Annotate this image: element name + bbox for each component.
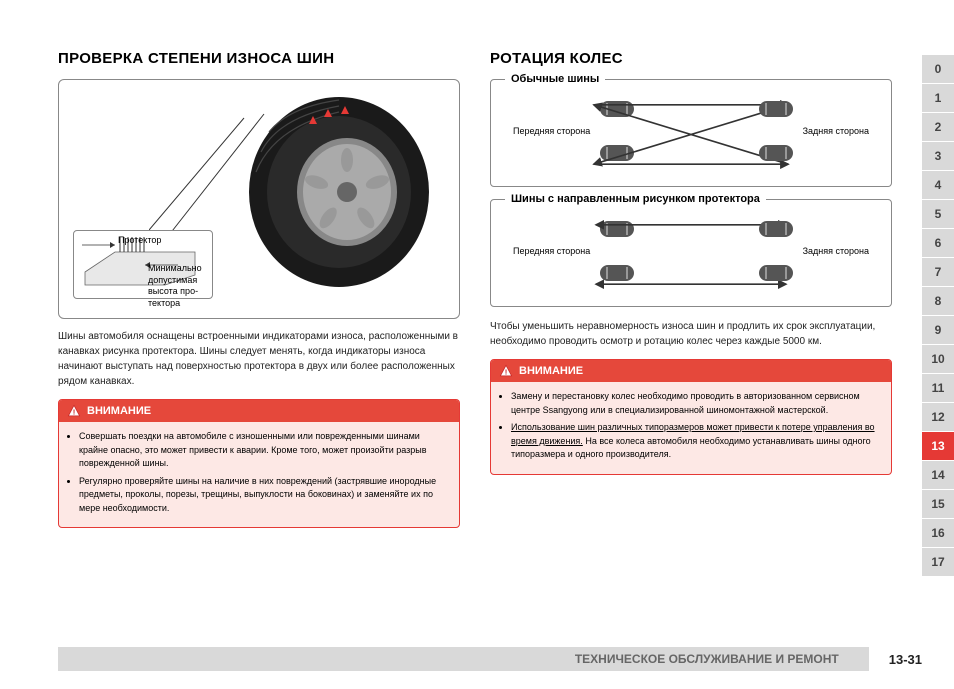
- chapter-tab-8[interactable]: 8: [922, 287, 954, 315]
- wheel-icon: [759, 265, 793, 281]
- front-label: Передняя сторона: [513, 246, 590, 257]
- chapter-tab-13[interactable]: 13: [922, 432, 954, 460]
- warning-header: ! ВНИМАНИЕ: [491, 360, 891, 382]
- chapter-tab-3[interactable]: 3: [922, 142, 954, 170]
- warning-triangle-icon: !: [67, 404, 81, 418]
- chapter-tab-0[interactable]: 0: [922, 55, 954, 83]
- warning-item: Совершать поездки на автомобиле с изноше…: [79, 430, 449, 471]
- right-column: РОТАЦИЯ КОЛЕС Обычные шины Передняя стор…: [490, 50, 892, 669]
- rear-label: Задняя сторона: [803, 126, 869, 137]
- callout-lines: [149, 110, 289, 240]
- warning-list: Совершать поездки на автомобиле с изноше…: [59, 422, 459, 527]
- chapter-tab-17[interactable]: 17: [922, 548, 954, 576]
- wheel-icon: [759, 101, 793, 117]
- chapter-tab-10[interactable]: 10: [922, 345, 954, 373]
- tread-label: Протектор: [118, 235, 161, 245]
- chapter-tab-9[interactable]: 9: [922, 316, 954, 344]
- svg-text:!: !: [505, 368, 508, 377]
- rotation-legend: Обычные шины: [505, 73, 605, 85]
- tread-callout: Протектор Минимально допустимая высота п…: [73, 230, 213, 299]
- chapter-tab-6[interactable]: 6: [922, 229, 954, 257]
- footer-title: ТЕХНИЧЕСКОЕ ОБСЛУЖИВАНИЕ И РЕМОНТ: [58, 647, 869, 671]
- wheel-icon: [759, 221, 793, 237]
- right-body-text: Чтобы уменьшить неравномерность износа ш…: [490, 319, 892, 349]
- chapter-tab-5[interactable]: 5: [922, 200, 954, 228]
- rotation-legend: Шины с направленным рисунком протектора: [505, 193, 766, 205]
- right-heading: РОТАЦИЯ КОЛЕС: [490, 50, 892, 67]
- warning-list: Замену и перестановку колес необходимо п…: [491, 382, 891, 474]
- left-body-text: Шины автомобиля оснащены встроенными инд…: [58, 329, 460, 389]
- warning-item: Регулярно проверяйте шины на наличие в н…: [79, 475, 449, 516]
- rear-label: Задняя сторона: [803, 246, 869, 257]
- right-warning: ! ВНИМАНИЕ Замену и перестановку колес н…: [490, 359, 892, 475]
- chapter-tab-7[interactable]: 7: [922, 258, 954, 286]
- chapter-tab-12[interactable]: 12: [922, 403, 954, 431]
- rotation-box-directional: Шины с направленным рисунком протектора …: [490, 199, 892, 307]
- tire-figure: Протектор Минимально допустимая высота п…: [58, 79, 460, 319]
- left-warning: ! ВНИМАНИЕ Совершать поездки на автомоби…: [58, 399, 460, 528]
- left-heading: ПРОВЕРКА СТЕПЕНИ ИЗНОСА ШИН: [58, 50, 460, 67]
- front-label: Передняя сторона: [513, 126, 590, 137]
- chapter-tab-15[interactable]: 15: [922, 490, 954, 518]
- chapter-tab-16[interactable]: 16: [922, 519, 954, 547]
- svg-text:!: !: [73, 408, 76, 417]
- warning-header: ! ВНИМАНИЕ: [59, 400, 459, 422]
- left-column: ПРОВЕРКА СТЕПЕНИ ИЗНОСА ШИН: [58, 50, 460, 669]
- chapter-tab-1[interactable]: 1: [922, 84, 954, 112]
- wheel-icon: [759, 145, 793, 161]
- warning-triangle-icon: !: [499, 364, 513, 378]
- min-height-label: Минимально допустимая высота про-тектора: [148, 263, 210, 310]
- rotation-box-normal: Обычные шины Передняя сторона: [490, 79, 892, 187]
- warning-item: Использование шин различных типоразмеров…: [511, 421, 881, 462]
- warning-item: Замену и перестановку колес необходимо п…: [511, 390, 881, 417]
- warning-title: ВНИМАНИЕ: [87, 405, 151, 417]
- chapter-tab-11[interactable]: 11: [922, 374, 954, 402]
- chapter-tab-4[interactable]: 4: [922, 171, 954, 199]
- chapter-tab-2[interactable]: 2: [922, 113, 954, 141]
- footer-page-number: 13-31: [889, 652, 922, 667]
- page-footer: ТЕХНИЧЕСКОЕ ОБСЛУЖИВАНИЕ И РЕМОНТ 13-31: [0, 641, 922, 677]
- warning-title: ВНИМАНИЕ: [519, 365, 583, 377]
- chapter-tabs: 01234567891011121314151617: [922, 0, 954, 689]
- chapter-tab-14[interactable]: 14: [922, 461, 954, 489]
